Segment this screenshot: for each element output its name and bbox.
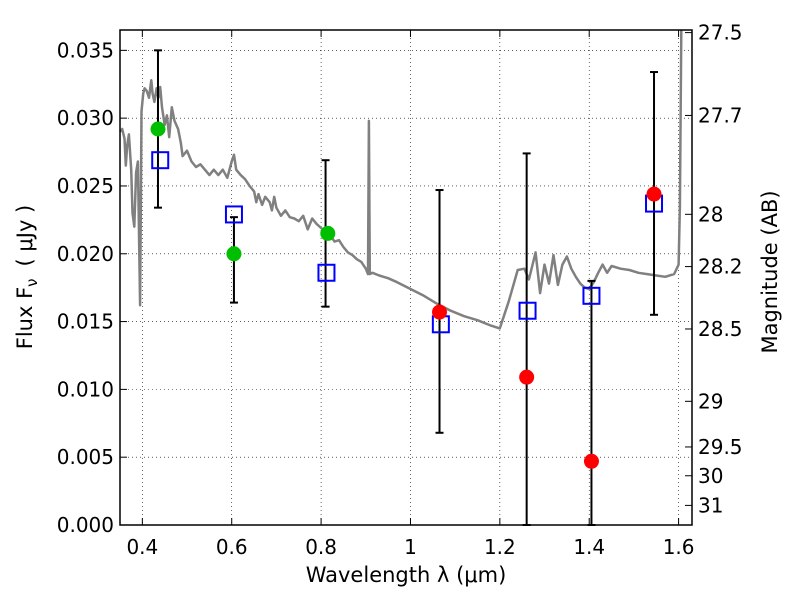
secondary-y-tick-label: 27.7	[698, 103, 743, 127]
secondary-y-tick-label: 29.5	[698, 435, 743, 459]
model-flux-square	[151, 151, 170, 170]
secondary-y-axis: 27.5 27.7 28 28.2 28.5 29 29.5 30 31	[685, 21, 743, 517]
plot-frame	[119, 29, 693, 526]
secondary-y-tick-label: 29	[698, 389, 723, 413]
y-tick-label: 0.025	[57, 174, 114, 198]
observed-flux-point	[150, 121, 166, 137]
y-tick-label: 0.005	[57, 445, 114, 469]
observed-flux-point	[646, 186, 662, 202]
secondary-y-tick-label: 27.5	[698, 21, 743, 45]
plot-area	[119, 29, 683, 526]
y-axis-label-unit: ( μJy )	[13, 205, 37, 267]
y-tick-label: 0.010	[57, 377, 114, 401]
y-axis-label-subscript: ν	[23, 278, 41, 286]
observed-flux-point	[320, 225, 336, 241]
x-tick-label: 1	[404, 535, 417, 559]
y-axis-label: Flux Fν ( μJy )	[13, 205, 41, 350]
x-axis-label: Wavelength λ (μm)	[306, 563, 507, 587]
y-axis-label-main: Flux F	[13, 287, 37, 349]
model-flux-square	[582, 286, 601, 305]
observed-flux-point	[519, 369, 535, 385]
x-tick-label: 1.2	[484, 535, 516, 559]
x-tick-label: 1.6	[663, 535, 695, 559]
y-tick-label: 0.020	[57, 242, 114, 266]
secondary-y-tick-label: 28.5	[698, 317, 743, 341]
secondary-y-tick-label: 31	[698, 493, 723, 517]
y-tick-label: 0.035	[57, 38, 114, 62]
observed-flux-point	[226, 246, 242, 262]
model-spectrum-line	[119, 29, 683, 330]
observed-flux-point	[432, 304, 448, 320]
x-tick-label: 1.4	[573, 535, 605, 559]
observed-flux-point	[583, 453, 599, 469]
secondary-y-tick-label: 28.2	[698, 255, 743, 279]
x-tick-label: 0.8	[305, 535, 337, 559]
y-tick-label: 0.015	[57, 310, 114, 334]
model-flux-square	[317, 263, 336, 282]
secondary-y-tick-label: 28	[698, 202, 723, 226]
grid	[120, 30, 692, 525]
model-flux-square	[224, 205, 243, 224]
x-axis: 0.4 0.6 0.8 1 1.2 1.4 1.6	[126, 30, 695, 559]
x-tick-label: 0.6	[216, 535, 248, 559]
x-tick-label: 0.4	[126, 535, 158, 559]
y-tick-label: 0.030	[57, 106, 114, 130]
y-tick-label: 0.000	[57, 513, 114, 537]
secondary-y-axis-label: Magnitude (AB)	[758, 190, 782, 353]
model-flux-square	[518, 301, 537, 320]
secondary-y-tick-label: 30	[698, 464, 723, 488]
y-axis: 0.000 0.005 0.010 0.015 0.020 0.025 0.030 0.035	[57, 38, 127, 537]
